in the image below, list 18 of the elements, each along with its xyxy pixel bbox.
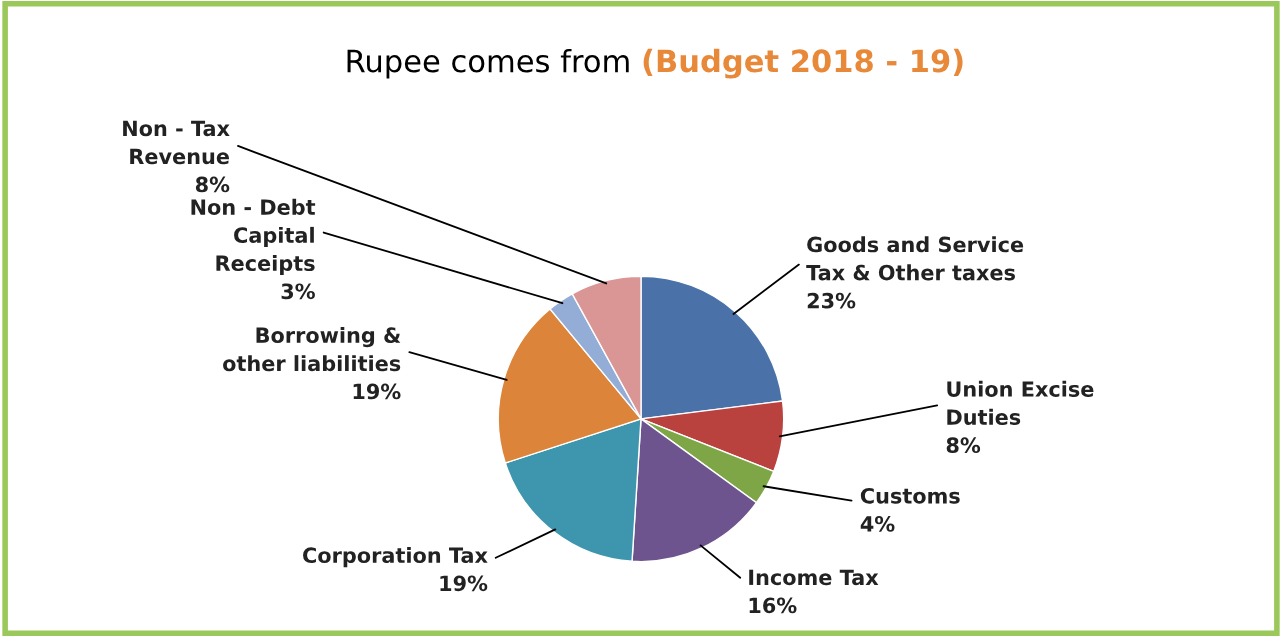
- slice-label: Borrowing & other liabilities: [223, 326, 401, 372]
- chart-title: Rupee comes from: [347, 48, 629, 79]
- slice-label: Goods and Service Tax & Other taxes: [806, 236, 1024, 281]
- slice-label: Non - Tax Revenue: [123, 120, 230, 165]
- data-label: 8%: [195, 176, 230, 193]
- data-label: 8%: [946, 437, 981, 454]
- chart-subtitle: (Budget 2018 - 19): [643, 48, 963, 79]
- slice-label: Customs: [860, 487, 960, 504]
- data-label: 19%: [440, 575, 488, 592]
- data-label: 16%: [749, 597, 797, 614]
- data-label: 3%: [281, 283, 315, 300]
- data-label: 4%: [860, 516, 895, 532]
- slice-label: Union Excise Duties: [947, 380, 1094, 425]
- slice-label: Corporation Tax: [303, 546, 488, 568]
- data-label: 23%: [807, 292, 856, 309]
- slice-label: Non - Debt Capital Receipts: [191, 198, 316, 276]
- slice-label: Income Tax: [749, 569, 879, 586]
- data-label: 19%: [353, 383, 401, 400]
